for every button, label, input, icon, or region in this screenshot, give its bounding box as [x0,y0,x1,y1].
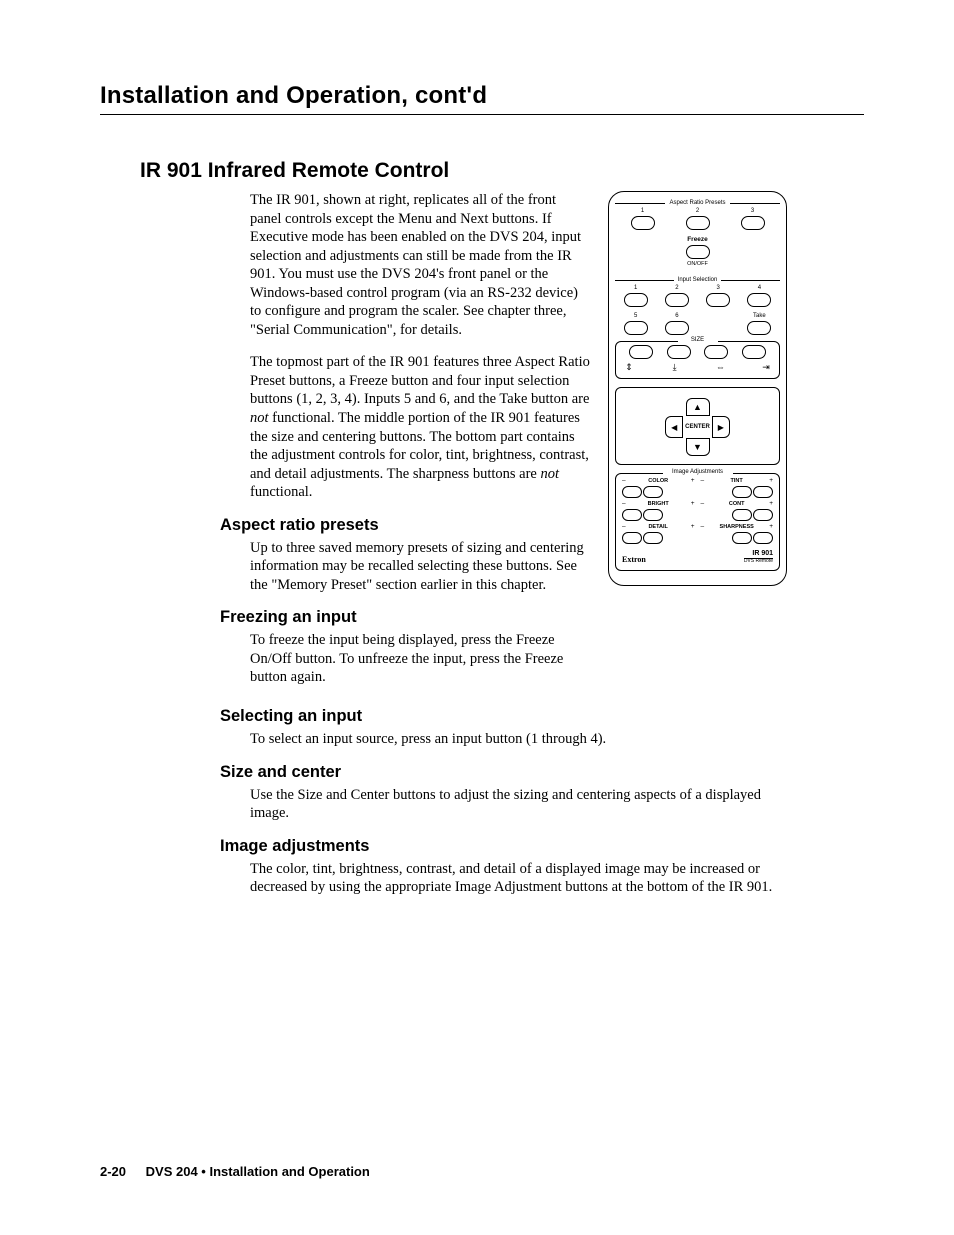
brand-label: Extron [622,555,646,564]
aspect-button-row: 1 2 3 [615,208,780,230]
subhead-size: Size and center [220,763,780,782]
aspect-btn-2: 2 [686,208,710,230]
aspect-btn-1: 1 [631,208,655,230]
input-btn-4: 4 [747,285,771,307]
down-arrow-icon: ▼ [693,443,702,452]
size-icon-horiz: ⇔ [713,363,727,372]
p2-seg-b: functional. The middle portion of the IR… [250,410,589,482]
full-width-row: Selecting an input To select an input so… [140,701,864,911]
manual-page: Installation and Operation, cont'd IR 90… [0,0,954,1235]
size-label: SIZE [691,337,704,343]
size-icon-down: ⤓ [668,363,682,372]
section-heading: IR 901 Infrared Remote Control [140,159,864,183]
two-column-row: The IR 901, shown at right, replicates a… [140,191,864,701]
left-arrow-icon: ◀ [665,416,683,438]
center-panel: ▲ ◀ CENTER ▶ ▼ [615,387,780,465]
remote-outline: Aspect Ratio Presets 1 2 3 Freeze ON/OFF… [608,191,787,586]
input-row-1: 1 2 3 4 [615,285,780,307]
para-select: To select an input source, press an inpu… [250,730,780,749]
input-row-2: 5 6 Take [615,313,780,335]
chapter-title: Installation and Operation, cont'd [100,82,864,110]
adjustments-panel: Image Adjustments –COLOR+ –TINT+ –BRIGHT… [615,473,780,571]
aspect-label-row: Aspect Ratio Presets [615,200,780,206]
size-icon-vert: ⇕ [622,363,636,372]
input-btn-2: 2 [665,285,689,307]
input-btn-5: 5 [624,313,648,335]
up-arrow-icon: ▲ [693,403,702,412]
remote-diagram: Aspect Ratio Presets 1 2 3 Freeze ON/OFF… [608,191,787,586]
footer-text: DVS 204 • Installation and Operation [146,1164,370,1179]
p2-seg-c: functional. [250,484,312,500]
freeze-block: Freeze ON/OFF [615,236,780,267]
aspect-group-label: Aspect Ratio Presets [669,200,725,206]
right-arrow-icon: ▶ [712,416,730,438]
text-column: The IR 901, shown at right, replicates a… [140,191,590,701]
subhead-image: Image adjustments [220,837,780,856]
para-freeze: To freeze the input being displayed, pre… [250,631,590,687]
adj-group-label: Image Adjustments [672,469,723,475]
input-btn-3: 3 [706,285,730,307]
p2-italic-1: not [250,410,269,426]
intro-para-1: The IR 901, shown at right, replicates a… [250,191,590,339]
page-footer: 2-20 DVS 204 • Installation and Operatio… [100,1164,370,1179]
text-column-full: Selecting an input To select an input so… [140,701,780,911]
input-btn-6: 6 [665,313,689,335]
para-size: Use the Size and Center buttons to adjus… [250,786,780,823]
freeze-label: Freeze [615,236,780,243]
p2-seg-a: The topmost part of the IR 901 features … [250,354,590,407]
page-number: 2-20 [100,1164,126,1179]
p2-italic-2: not [540,466,559,482]
para-aspect: Up to three saved memory presets of sizi… [250,539,590,595]
subhead-select: Selecting an input [220,707,780,726]
center-label: CENTER [685,424,710,430]
model-label: IR 901 DVS Remote [744,550,773,564]
aspect-btn-3: 3 [741,208,765,230]
subhead-freeze: Freezing an input [220,608,590,627]
title-rule [100,114,864,115]
para-image: The color, tint, brightness, contrast, a… [250,860,780,897]
input-label-row: Input Selection [615,277,780,283]
freeze-sub: ON/OFF [615,261,780,267]
input-group-label: Input Selection [678,277,718,283]
intro-para-2: The topmost part of the IR 901 features … [250,353,590,501]
subhead-aspect: Aspect ratio presets [220,516,590,535]
take-btn: Take [747,313,771,335]
size-panel: SIZE ⇕ ⤓ ⇔ ⇥ [615,341,780,379]
input-btn-1: 1 [624,285,648,307]
size-icon-right: ⇥ [759,363,773,372]
